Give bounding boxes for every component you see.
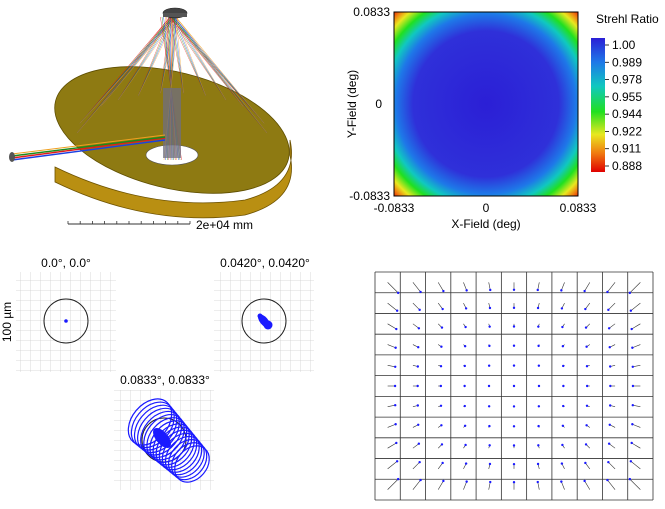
distortion-grid-panel bbox=[365, 262, 665, 504]
optical-layout-panel: 2e+04 mm bbox=[0, 0, 330, 240]
spot-diagram-panel: 0.0°, 0.0° 100 µm 0.0420°, 0.0420° 0.083… bbox=[0, 250, 330, 504]
distortion-grid bbox=[365, 262, 665, 504]
colorbar-tick-label: 1.00 bbox=[612, 38, 636, 52]
spot-field-1-label: 0.0°, 0.0° bbox=[41, 256, 91, 270]
colorbar bbox=[591, 38, 605, 172]
colorbar-ticks: 1.00 0.989 0.978 0.955 0.944 0.922 0.911 0.888 bbox=[605, 38, 642, 173]
spot-scale-label: 100 µm bbox=[0, 302, 14, 342]
colorbar-tick-label: 0.944 bbox=[612, 107, 642, 121]
colorbar-tick-label: 0.955 bbox=[612, 90, 642, 104]
spot-field-3-label: 0.0833°, 0.0833° bbox=[120, 373, 210, 387]
secondary-mirror-body bbox=[163, 13, 187, 17]
scale-bar-label: 2e+04 mm bbox=[196, 218, 253, 232]
x-tick-left: -0.0833 bbox=[374, 201, 415, 215]
scale-bar bbox=[68, 221, 190, 224]
y-tick-top: 0.0833 bbox=[353, 5, 390, 19]
colorbar-tick-label: 0.922 bbox=[612, 124, 642, 138]
colorbar-tick-label: 0.989 bbox=[612, 55, 642, 69]
colorbar-tick-label: 0.978 bbox=[612, 73, 642, 87]
y-tick-mid: 0 bbox=[375, 97, 382, 111]
spot-1 bbox=[64, 319, 68, 323]
baffle-tube bbox=[163, 88, 181, 158]
x-axis-label: X-Field (deg) bbox=[451, 217, 520, 231]
strehl-map-panel: 0.0833 0 -0.0833 -0.0833 0 0.0833 X-Fiel… bbox=[330, 0, 665, 240]
strehl-map: 0.0833 0 -0.0833 -0.0833 0 0.0833 X-Fiel… bbox=[330, 0, 665, 240]
strehl-heatmap bbox=[394, 12, 578, 196]
x-tick-right: 0.0833 bbox=[560, 201, 597, 215]
colorbar-title: Strehl Ratio bbox=[596, 12, 659, 26]
spot-field-2-label: 0.0420°, 0.0420° bbox=[220, 256, 310, 270]
spot-diagrams: 0.0°, 0.0° 100 µm 0.0420°, 0.0420° 0.083… bbox=[0, 250, 330, 504]
y-axis-label: Y-Field (deg) bbox=[345, 70, 359, 138]
x-tick-mid: 0 bbox=[483, 201, 490, 215]
colorbar-tick-label: 0.911 bbox=[612, 142, 641, 156]
optical-layout-drawing: 2e+04 mm bbox=[0, 0, 330, 240]
colorbar-tick-label: 0.888 bbox=[612, 159, 642, 173]
